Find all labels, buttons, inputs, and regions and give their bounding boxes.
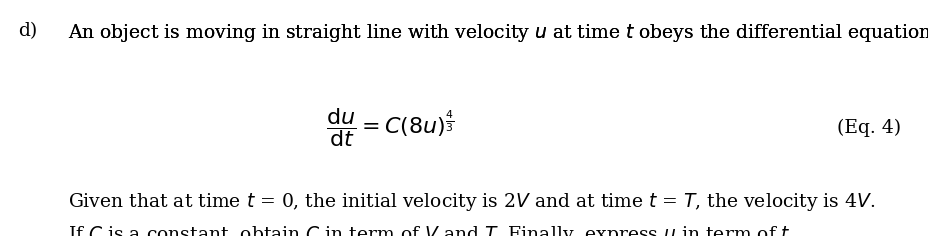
Text: $\dfrac{\mathrm{d}u}{\mathrm{d}t} = C(8u)^{\frac{4}{3}}$: $\dfrac{\mathrm{d}u}{\mathrm{d}t} = C(8u… <box>326 106 454 149</box>
Text: d): d) <box>18 22 37 40</box>
Text: An object is moving in straight line with velocity $u$ at time $t$ obeys the dif: An object is moving in straight line wit… <box>68 22 928 44</box>
Text: Given that at time $t$ = 0, the initial velocity is 2$V$ and at time $t$ = $T$, : Given that at time $t$ = 0, the initial … <box>68 191 874 213</box>
Text: (Eq. 4): (Eq. 4) <box>836 118 900 137</box>
Text: If $C$ is a constant, obtain $C$ in term of $V$ and $T$. Finally, express $u$ in: If $C$ is a constant, obtain $C$ in term… <box>68 224 793 236</box>
Text: An object is moving in straight line with velocity $u$ at time $t$ obeys the dif: An object is moving in straight line wit… <box>68 22 928 44</box>
